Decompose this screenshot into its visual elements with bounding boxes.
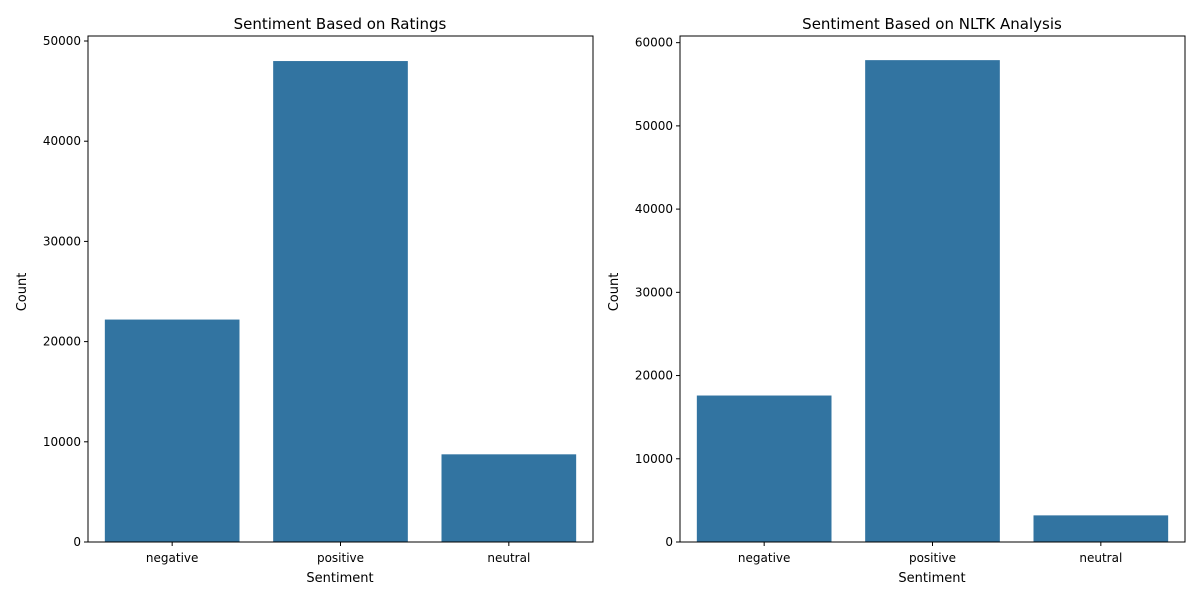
- y-tick-label: 10000: [635, 452, 673, 466]
- y-axis-label: Count: [607, 273, 622, 312]
- x-tick-label: positive: [909, 551, 956, 565]
- bar-positive: [273, 61, 408, 543]
- y-tick-label: 0: [73, 535, 81, 549]
- x-axis-label: Sentiment: [306, 571, 373, 586]
- x-tick-label: negative: [738, 551, 790, 565]
- plot-frame: [679, 35, 1186, 543]
- y-tick-label: 30000: [635, 285, 673, 299]
- y-axis-label: Count: [15, 273, 30, 312]
- bar-neutral: [441, 454, 577, 542]
- y-ticks: 0 10000 20000 30000 40000 50000: [43, 34, 88, 549]
- x-tick-label: neutral: [487, 551, 530, 565]
- y-tick-label: 0: [665, 535, 673, 549]
- bar-neutral: [1033, 515, 1169, 542]
- chart-nltk: Sentiment Based on NLTK Analysis Sentime…: [607, 15, 1186, 586]
- y-ticks: 0 10000 20000 30000 40000 50000 60000: [635, 36, 680, 549]
- x-ticks: negative positive neutral: [738, 542, 1122, 565]
- y-tick-label: 30000: [43, 234, 81, 248]
- bar-negative: [696, 395, 832, 542]
- x-tick-label: neutral: [1079, 551, 1122, 565]
- x-axis-label: Sentiment: [898, 571, 965, 586]
- y-tick-label: 50000: [43, 34, 81, 48]
- y-tick-label: 40000: [635, 202, 673, 216]
- y-tick-label: 20000: [43, 335, 81, 349]
- chart-title: Sentiment Based on Ratings: [234, 15, 447, 33]
- y-tick-label: 20000: [635, 369, 673, 383]
- bar-negative: [104, 319, 240, 542]
- bars: [696, 60, 1169, 543]
- bars: [104, 61, 577, 543]
- y-tick-label: 10000: [43, 435, 81, 449]
- y-tick-label: 40000: [43, 134, 81, 148]
- chart-ratings: Sentiment Based on Ratings Sentiment Cou…: [15, 15, 594, 586]
- x-tick-label: positive: [317, 551, 364, 565]
- y-tick-label: 50000: [635, 119, 673, 133]
- bar-positive: [865, 60, 1000, 543]
- x-ticks: negative positive neutral: [146, 542, 530, 565]
- plot-frame: [87, 35, 594, 543]
- y-tick-label: 60000: [635, 36, 673, 50]
- chart-title: Sentiment Based on NLTK Analysis: [802, 15, 1062, 33]
- x-tick-label: negative: [146, 551, 198, 565]
